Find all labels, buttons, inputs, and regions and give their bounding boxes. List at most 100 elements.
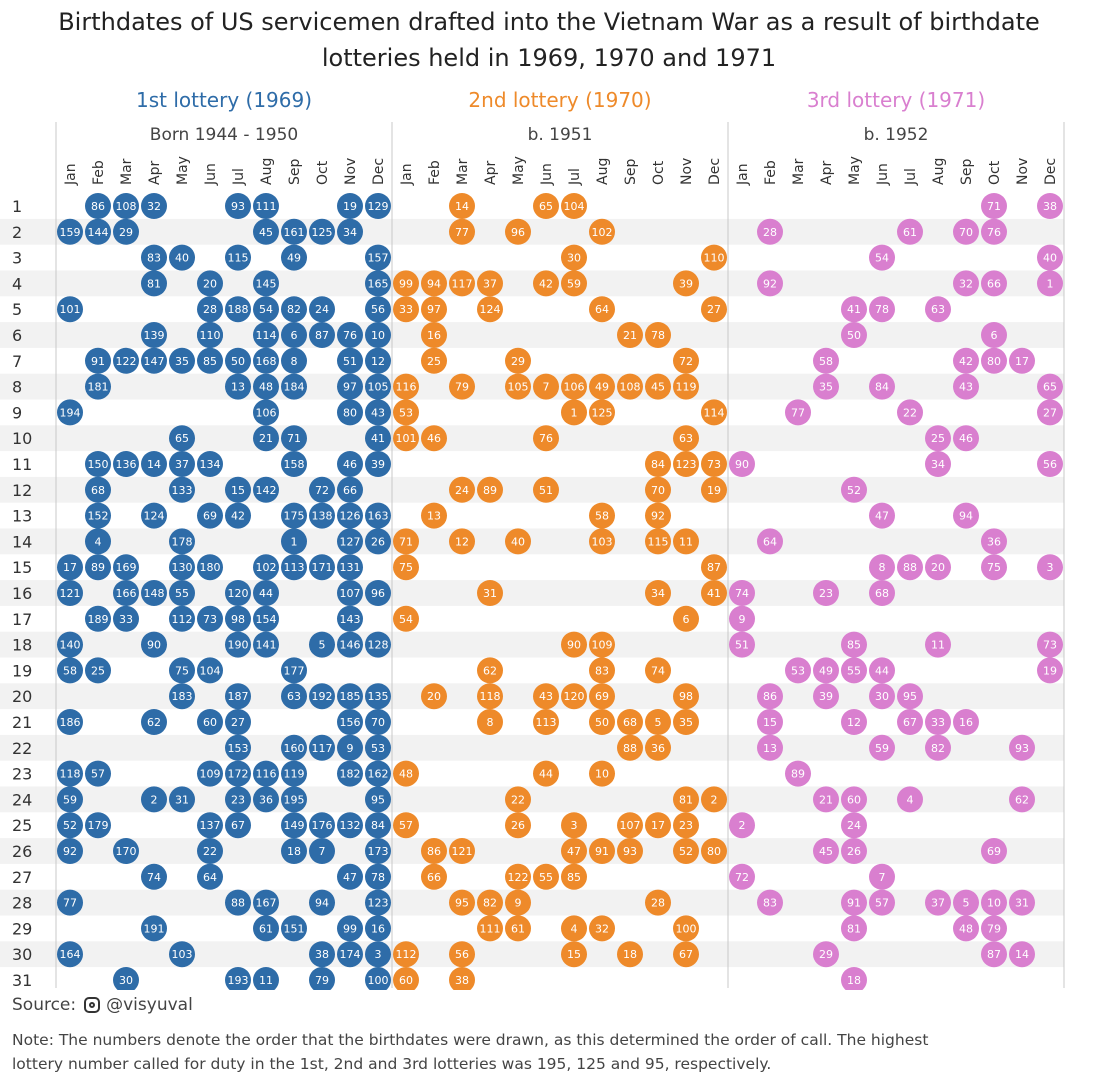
lottery-dot: 31: [477, 580, 503, 606]
dot-label: 17: [63, 561, 77, 574]
dot-marker: [253, 193, 279, 219]
dot-label: 40: [511, 535, 525, 548]
dot-marker: [589, 399, 615, 426]
lottery-dot: 72: [673, 347, 699, 374]
lottery-dot: 183: [169, 683, 195, 710]
dot-marker: [645, 580, 671, 606]
dot-marker: [169, 554, 195, 581]
dot-label: 19: [707, 484, 721, 497]
panel-title: 3rd lottery (1971): [807, 88, 985, 112]
lottery-dot: 104: [197, 657, 223, 684]
dot-marker: [449, 967, 475, 990]
dot-label: 27: [1043, 406, 1057, 419]
dot-label: 10: [595, 768, 609, 781]
lottery-dot: 174: [337, 941, 363, 968]
lottery-dot: 84: [869, 373, 895, 400]
dot-label: 158: [284, 458, 305, 471]
dot-label: 95: [455, 897, 469, 910]
lottery-dot: 40: [505, 528, 531, 555]
dot-label: 19: [343, 200, 357, 213]
lottery-dot: 6: [673, 605, 699, 632]
dot-label: 165: [368, 277, 389, 290]
lottery-dot: 13: [757, 734, 783, 761]
dot-label: 21: [259, 432, 273, 445]
dot-marker: [981, 554, 1007, 581]
dot-label: 192: [312, 690, 333, 703]
lottery-dot: 7: [309, 838, 335, 864]
panel-subtitle: Born 1944 - 1950: [150, 125, 298, 145]
dot-label: 45: [819, 845, 833, 858]
lottery-dot: 57: [869, 889, 895, 916]
dot-label: 32: [959, 277, 973, 290]
dot-label: 48: [399, 768, 413, 781]
dot-label: 75: [399, 561, 413, 574]
lottery-dot: 91: [85, 347, 111, 374]
dot-label: 79: [455, 381, 469, 394]
dot-label: 140: [60, 639, 81, 652]
dot-label: 82: [287, 303, 301, 316]
dot-marker: [197, 812, 223, 839]
dot-label: 36: [651, 742, 665, 755]
lottery-dot: 84: [365, 812, 391, 839]
dot-label: 38: [455, 974, 469, 987]
dot-marker: [365, 322, 391, 348]
lottery-dot: 103: [589, 528, 615, 555]
lottery-dot: 55: [533, 863, 559, 890]
panel-title: 2nd lottery (1970): [468, 88, 651, 112]
lottery-dot: 35: [673, 709, 699, 735]
source-handle: @visyuval: [106, 995, 193, 1015]
row-band: [0, 322, 1064, 348]
lottery-dot: 112: [169, 605, 195, 632]
dot-marker: [85, 554, 111, 581]
dot-marker: [841, 915, 867, 942]
dot-marker: [981, 838, 1007, 864]
lottery-dot: 138: [309, 502, 335, 529]
dot-marker: [141, 786, 167, 813]
lottery-dot: 88: [225, 889, 251, 916]
dot-label: 13: [231, 381, 245, 394]
dot-label: 10: [987, 897, 1001, 910]
dot-marker: [449, 476, 475, 503]
dot-label: 65: [539, 200, 553, 213]
lottery-dot: 97: [337, 373, 363, 400]
dot-marker: [85, 476, 111, 503]
dot-marker: [533, 863, 559, 890]
dot-marker: [617, 373, 643, 400]
month-label: Dec: [371, 158, 387, 185]
lottery-dot: 19: [701, 476, 727, 503]
dot-label: 94: [959, 510, 973, 523]
dot-marker: [673, 528, 699, 555]
dot-label: 20: [931, 561, 945, 574]
lottery-dot: 110: [197, 322, 223, 348]
lottery-dot: 54: [869, 244, 895, 271]
dot-label: 70: [959, 226, 973, 239]
dot-label: 18: [287, 845, 301, 858]
dot-label: 36: [259, 793, 273, 806]
dot-marker: [393, 373, 419, 400]
lottery-dot: 29: [505, 347, 531, 374]
lottery-dot: 40: [1037, 244, 1063, 271]
dot-label: 75: [987, 561, 1001, 574]
day-label: 29: [12, 919, 32, 938]
dot-marker: [281, 502, 307, 529]
dot-marker: [673, 709, 699, 735]
dot-marker: [841, 967, 867, 990]
lottery-dot: 11: [673, 528, 699, 555]
row-band: [0, 425, 1064, 452]
lottery-dot: 80: [981, 347, 1007, 374]
dot-marker: [281, 347, 307, 374]
dot-label: 16: [959, 716, 973, 729]
dot-marker: [253, 476, 279, 503]
dot-marker: [393, 760, 419, 787]
dot-marker: [225, 580, 251, 606]
dot-label: 149: [284, 819, 305, 832]
lottery-dot: 24: [309, 296, 335, 323]
lottery-dot: 15: [225, 476, 251, 503]
lottery-dot: 157: [365, 244, 391, 271]
dot-marker: [309, 889, 335, 916]
dot-marker: [1009, 734, 1035, 761]
dot-label: 33: [399, 303, 413, 316]
dot-marker: [421, 425, 447, 452]
dot-label: 123: [368, 897, 389, 910]
lottery-dot: 18: [841, 967, 867, 990]
